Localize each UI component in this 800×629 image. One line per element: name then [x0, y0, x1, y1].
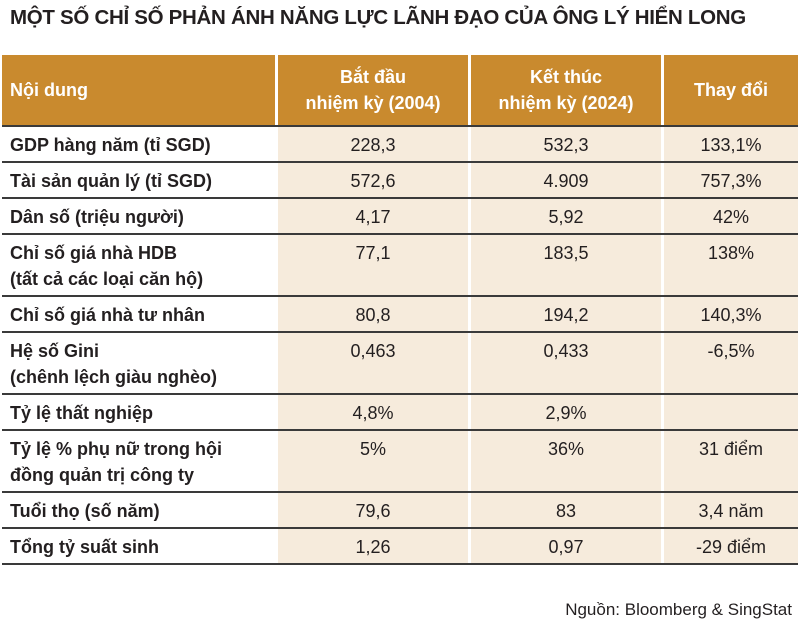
table-cell: 5,92 [471, 199, 661, 233]
table-cell: 757,3% [664, 163, 798, 197]
table-cell: 183,5 [471, 235, 661, 295]
table-row: Tỷ lệ % phụ nữ trong hội đồng quản trị c… [2, 431, 798, 493]
table-cell: 2,9% [471, 395, 661, 429]
table-cell: Tuổi thọ (số năm) [10, 501, 160, 521]
table-cell: Chỉ số giá nhà tư nhân [10, 305, 206, 325]
table-cell: Tổng tỷ suất sinh [10, 537, 160, 557]
table-cell: 140,3% [664, 297, 798, 331]
table-cell: 77,1 [278, 235, 468, 295]
table-cell: 532,3 [471, 127, 661, 161]
header-cell: Kết thúc nhiệm kỳ (2024) [471, 55, 661, 125]
table-cell: 194,2 [471, 297, 661, 331]
table-cell: 3,4 năm [664, 493, 798, 527]
table-cell: -6,5% [664, 333, 798, 393]
table-row: Chỉ số giá nhà tư nhân 80,8 194,2 140,3% [2, 297, 798, 333]
table-cell: 0,97 [471, 529, 661, 563]
table-cell: Tài sản quản lý (tỉ SGD) [10, 171, 213, 191]
table-cell: 0,433 [471, 333, 661, 393]
table-cell: 572,6 [278, 163, 468, 197]
header-cell: Thay đổi [664, 55, 798, 125]
table-row: Tỷ lệ thất nghiệp 4,8% 2,9% [2, 395, 798, 431]
table-cell: 4,8% [278, 395, 468, 429]
table-cell: 1,26 [278, 529, 468, 563]
table-cell: 133,1% [664, 127, 798, 161]
table-cell: 4,17 [278, 199, 468, 233]
table-cell: 79,6 [278, 493, 468, 527]
table-cell: 4.909 [471, 163, 661, 197]
table-row: GDP hàng năm (tỉ SGD) 228,3 532,3 133,1% [2, 127, 798, 163]
table-row: Dân số (triệu người) 4,17 5,92 42% [2, 199, 798, 235]
table-cell: 5% [278, 431, 468, 491]
table-cell: Tỷ lệ thất nghiệp [10, 403, 154, 423]
table-cell: 0,463 [278, 333, 468, 393]
table-cell: 228,3 [278, 127, 468, 161]
table-cell: GDP hàng năm (tỉ SGD) [10, 135, 211, 155]
table-cell [664, 395, 798, 429]
table-row: Hệ số Gini (chênh lệch giàu nghèo) 0,463 0… [2, 333, 798, 395]
table-cell: Dân số (triệu người) [10, 207, 184, 227]
table-cell: Chỉ số giá nhà HDB (tất cả các loại căn … [10, 243, 204, 289]
table-cell: Hệ số Gini (chênh lệch giàu nghèo) [10, 341, 218, 387]
header-cell: Bắt đầu nhiệm kỳ (2004) [278, 55, 468, 125]
table-row: Tài sản quản lý (tỉ SGD) 572,6 4.909 757,3% [2, 163, 798, 199]
table-cell: 36% [471, 431, 661, 491]
table-cell: 83 [471, 493, 661, 527]
table-row: Tổng tỷ suất sinh 1,26 0,97 -29 điểm [2, 529, 798, 565]
source: Nguồn: Bloomberg & SingStat [565, 600, 792, 619]
title: MỘT SỐ CHỈ SỐ PHẢN ÁNH NĂNG LỰC LÃNH ĐẠO… [10, 6, 746, 29]
table-row: Chỉ số giá nhà HDB (tất cả các loại căn … [2, 235, 798, 297]
table-cell: 31 điểm [664, 431, 798, 491]
header-row: Nội dung Bắt đầu nhiệm kỳ (2004) Kết thúc … [2, 55, 798, 127]
header-cell: Nội dung [2, 55, 275, 125]
table-cell: 80,8 [278, 297, 468, 331]
table-cell: Tỷ lệ % phụ nữ trong hội đồng quản trị c… [10, 439, 223, 485]
table-cell: 138% [664, 235, 798, 295]
table-cell: -29 điểm [664, 529, 798, 563]
table: Nội dung Bắt đầu nhiệm kỳ (2004) Kết thúc … [2, 55, 798, 565]
table-row: Tuổi thọ (số năm) 79,6 83 3,4 năm [2, 493, 798, 529]
table-cell: 42% [664, 199, 798, 233]
